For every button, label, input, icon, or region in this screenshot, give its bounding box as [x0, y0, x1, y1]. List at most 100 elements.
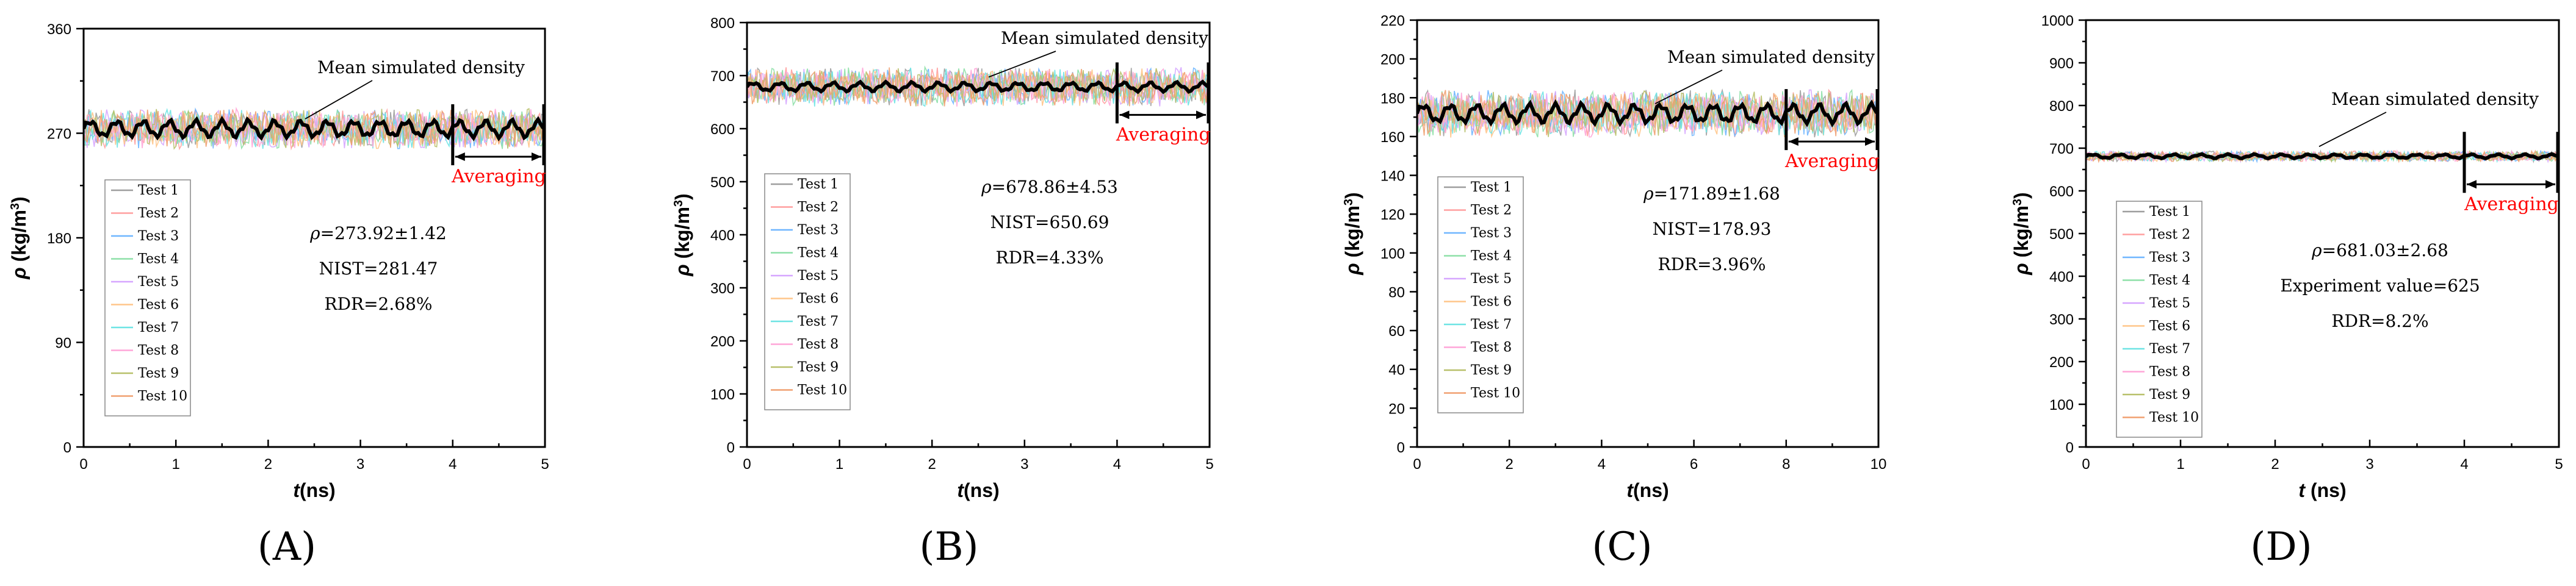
averaging-label: Averaging — [451, 166, 546, 187]
averaging-arrowhead-left — [2467, 180, 2477, 189]
x-axis-label-unit: (ns) — [300, 479, 336, 501]
stat-line-1: ρ=273.92±1.42 — [309, 223, 447, 243]
averaging-arrowhead-right — [1196, 110, 1206, 120]
mean-label-pointer — [1654, 70, 1723, 104]
averaging-arrowhead-right — [532, 152, 541, 162]
legend: Test 1 Test 2 Test 3 Test 4 Test 5 Test 6 Test… — [764, 173, 851, 410]
x-axis-label-unit: (ns) — [1633, 479, 1669, 501]
legend-label-10: Test 10 — [2149, 410, 2199, 426]
legend-label-10: Test 10 — [1471, 386, 1520, 401]
y-axis-label-unit: (kg/m — [2010, 205, 2032, 263]
x-axis-label-var: t — [957, 479, 964, 501]
legend-label-7: Test 7 — [2149, 341, 2190, 357]
y-tick-label: 600 — [710, 121, 735, 138]
legend-label-7: Test 7 — [798, 314, 839, 329]
y-tick-label: 90 — [55, 335, 71, 352]
legend-label-1: Test 1 — [138, 183, 179, 198]
stat-line-3: RDR=4.33% — [995, 248, 1103, 268]
y-tick-label: 180 — [1380, 90, 1405, 107]
legend-label-5: Test 5 — [798, 268, 839, 284]
legend-label-3: Test 3 — [2149, 250, 2190, 265]
chart-panel-1: 0 1 2 3 4 5 0 100 200 300 400 500 600 700 800 t(ns) ρ (k… — [671, 15, 1214, 570]
x-tick-label: 4 — [2460, 456, 2468, 473]
y-tick-label: 80 — [1388, 284, 1405, 301]
x-axis-label-unit: (ns) — [2305, 479, 2347, 501]
x-tick-label: 4 — [449, 456, 456, 473]
x-axis-label: t(ns) — [293, 479, 335, 501]
stat-rho-symbol: ρ — [981, 177, 992, 197]
legend-label-5: Test 5 — [138, 274, 179, 290]
x-axis-label-var: t — [293, 479, 300, 501]
mean-density-label: Mean simulated density — [2331, 89, 2539, 109]
legend-label-2: Test 2 — [138, 206, 179, 221]
x-tick-label: 2 — [1506, 456, 1513, 473]
y-axis-label-close: ) — [671, 193, 693, 200]
y-axis-label-unit: (kg/m — [8, 210, 30, 267]
y-tick-label: 140 — [1380, 168, 1405, 185]
legend-label-9: Test 9 — [1471, 363, 1512, 378]
mean-density-label: Mean simulated density — [1667, 47, 1875, 67]
y-tick-label: 270 — [47, 126, 71, 143]
legend-label-4: Test 4 — [798, 246, 839, 261]
legend-label-2: Test 2 — [1471, 203, 1512, 218]
series-group — [747, 65, 1210, 107]
stat-rho-symbol: ρ — [309, 223, 320, 243]
y-tick-label: 360 — [47, 21, 71, 38]
y-tick-label: 100 — [1380, 246, 1405, 262]
x-axis-label-var: t — [1626, 479, 1634, 501]
legend: Test 1 Test 2 Test 3 Test 4 Test 5 Test 6 Test… — [104, 179, 191, 416]
legend-label-6: Test 6 — [138, 298, 179, 313]
legend-label-8: Test 8 — [1471, 340, 1512, 356]
x-tick-label: 5 — [2555, 456, 2563, 473]
y-axis-label-var: ρ — [8, 267, 30, 279]
y-tick-label: 0 — [63, 440, 71, 456]
y-tick-label: 160 — [1380, 129, 1405, 146]
y-tick-label: 200 — [2049, 354, 2074, 371]
stat-line-1: ρ=678.86±4.53 — [981, 177, 1118, 197]
stat-rho-symbol: ρ — [2311, 240, 2322, 260]
x-axis-label-var: t — [2298, 479, 2306, 501]
series-group — [2086, 149, 2559, 163]
stat-rho-value: =681.03±2.68 — [2322, 240, 2448, 260]
y-tick-label: 20 — [1388, 401, 1405, 417]
x-tick-label: 2 — [2271, 456, 2279, 473]
y-tick-label: 600 — [2049, 184, 2074, 200]
x-tick-label: 4 — [1113, 456, 1121, 473]
y-axis-label-var: ρ — [671, 264, 693, 276]
legend-label-10: Test 10 — [138, 389, 187, 404]
legend-label-8: Test 8 — [138, 343, 179, 359]
y-axis-label-close: ) — [8, 196, 30, 203]
legend-label-7: Test 7 — [1471, 317, 1512, 332]
y-tick-label: 60 — [1388, 323, 1405, 340]
stat-rho-value: =171.89±1.68 — [1654, 184, 1780, 204]
stat-rho-value: =273.92±1.42 — [320, 223, 447, 243]
legend: Test 1 Test 2 Test 3 Test 4 Test 5 Test 6 Test… — [2116, 201, 2203, 438]
legend-label-8: Test 8 — [798, 337, 839, 352]
x-tick-label: 0 — [743, 456, 751, 473]
mean-density-line — [747, 79, 1210, 95]
y-axis-label-close: ) — [2010, 192, 2032, 199]
legend: Test 1 Test 2 Test 3 Test 4 Test 5 Test 6 Test… — [1437, 176, 1524, 413]
chart-panel-3: 0 1 2 3 4 5 0 100 200 300 400 500 600 700 800 900 1000 t … — [2010, 13, 2563, 570]
y-axis-label-exp: 3 — [2011, 199, 2024, 205]
y-axis-label-close: ) — [1341, 192, 1363, 199]
y-tick-label: 900 — [2049, 55, 2074, 72]
x-tick-label: 6 — [1690, 456, 1698, 473]
stat-rho-symbol: ρ — [1643, 184, 1654, 204]
series-line-10 — [84, 109, 545, 148]
mean-density-line — [2086, 152, 2559, 161]
stat-line-1: ρ=681.03±2.68 — [2311, 240, 2448, 260]
y-tick-label: 200 — [710, 334, 735, 350]
stat-line-1: ρ=171.89±1.68 — [1643, 184, 1780, 204]
y-axis-label: ρ (kg/m3) — [1341, 192, 1363, 275]
mean-density-line — [1417, 99, 1878, 127]
y-tick-label: 500 — [2049, 226, 2074, 243]
panel-label: (B) — [920, 524, 979, 570]
y-tick-label: 1000 — [2041, 13, 2074, 29]
x-tick-label: 0 — [2082, 456, 2090, 473]
legend-label-5: Test 5 — [1471, 271, 1512, 287]
y-tick-label: 800 — [2049, 98, 2074, 115]
x-tick-label: 2 — [928, 456, 936, 473]
x-tick-label: 2 — [264, 456, 272, 473]
